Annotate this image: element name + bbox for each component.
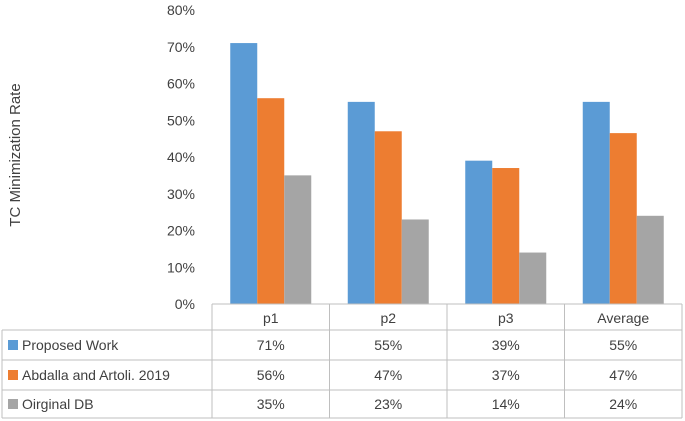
- data-label: 35%: [257, 396, 285, 412]
- y-tick-label: 20%: [167, 223, 195, 239]
- data-label: 47%: [609, 367, 637, 383]
- bar: [492, 168, 520, 304]
- bar: [636, 215, 664, 304]
- y-tick-label: 50%: [167, 112, 195, 128]
- x-tick-label: p1: [263, 310, 279, 326]
- data-label: 39%: [492, 337, 520, 353]
- bars: [230, 43, 664, 304]
- y-axis-label: TC Minimization Rate: [7, 83, 24, 226]
- bar: [257, 98, 285, 304]
- y-tick-label: 40%: [167, 149, 195, 165]
- x-tick-label: p3: [498, 310, 514, 326]
- data-label: 14%: [492, 396, 520, 412]
- x-tick-label: p2: [380, 310, 396, 326]
- legend-label: Oirginal DB: [22, 396, 94, 412]
- legend-swatch: [8, 340, 18, 350]
- bar: [519, 252, 547, 304]
- data-label: 37%: [492, 367, 520, 383]
- bar: [374, 131, 402, 304]
- legend-label: Abdalla and Artoli. 2019: [22, 367, 170, 383]
- y-tick-label: 70%: [167, 39, 195, 55]
- data-table: p1 p2 p3 Average Proposed Work 71% 55% 39% 55% Ab…: [1, 303, 683, 419]
- bar: [582, 101, 610, 304]
- bar: [465, 160, 493, 304]
- data-label: 55%: [609, 337, 637, 353]
- data-label: 23%: [374, 396, 402, 412]
- y-tick-label: 10%: [167, 259, 195, 275]
- x-tick-label: Average: [597, 310, 649, 326]
- data-label: 56%: [257, 367, 285, 383]
- bar: [609, 133, 637, 304]
- y-tick-label: 60%: [167, 76, 195, 92]
- legend-label: Proposed Work: [22, 337, 119, 353]
- data-label: 55%: [374, 337, 402, 353]
- y-tick-label: 30%: [167, 186, 195, 202]
- bar: [230, 43, 258, 304]
- bar: [401, 219, 429, 304]
- data-label: 24%: [609, 396, 637, 412]
- bar: [347, 101, 375, 304]
- legend-swatch: [8, 399, 18, 409]
- data-label: 71%: [257, 337, 285, 353]
- y-axis-ticks: 0% 10% 20% 30% 40% 50% 60% 70% 80%: [167, 2, 195, 312]
- y-tick-label: 80%: [167, 2, 195, 18]
- y-tick-label: 0%: [175, 296, 195, 312]
- data-label: 47%: [374, 367, 402, 383]
- legend-swatch: [8, 370, 18, 380]
- bar: [284, 175, 312, 304]
